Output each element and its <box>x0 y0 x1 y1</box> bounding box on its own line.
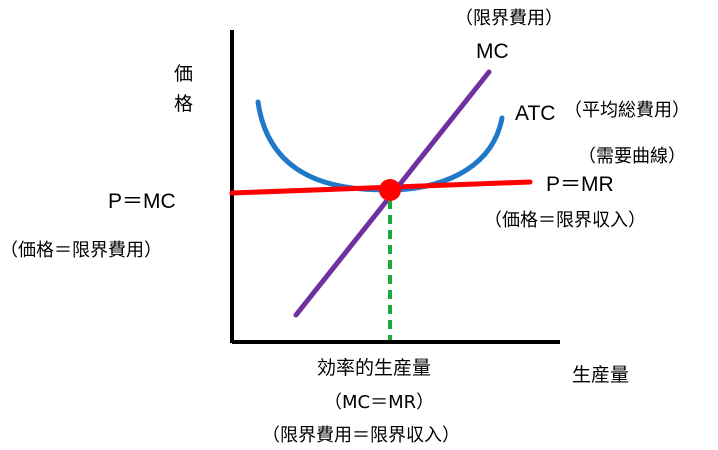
atc-curve <box>255 99 505 193</box>
atc-note: （平均総費用） <box>564 100 690 121</box>
price-equals-mc-label: P＝MC <box>108 190 176 213</box>
price-equals-mc-sub: （価格＝限界費用） <box>0 240 162 261</box>
demand-label: P＝MR <box>546 173 614 196</box>
efficient-quantity-sub1: （MC＝MR） <box>324 392 434 413</box>
demand-note: （需要曲線） <box>578 146 686 167</box>
atc-label: ATC <box>515 102 555 125</box>
demand-sub: （価格＝限界収入） <box>484 210 646 231</box>
mc-note: （限界費用） <box>455 8 563 29</box>
x-axis-label: 生産量 <box>572 364 629 386</box>
efficient-quantity-label: 効率的生産量 <box>317 357 431 379</box>
equilibrium-point <box>379 179 401 201</box>
y-axis-label-char-2: 格 <box>174 93 193 115</box>
mc-label: MC <box>476 40 509 63</box>
efficient-quantity-sub2: （限界費用＝限界収入） <box>262 425 460 446</box>
y-axis-label-char-1: 価 <box>174 63 193 85</box>
